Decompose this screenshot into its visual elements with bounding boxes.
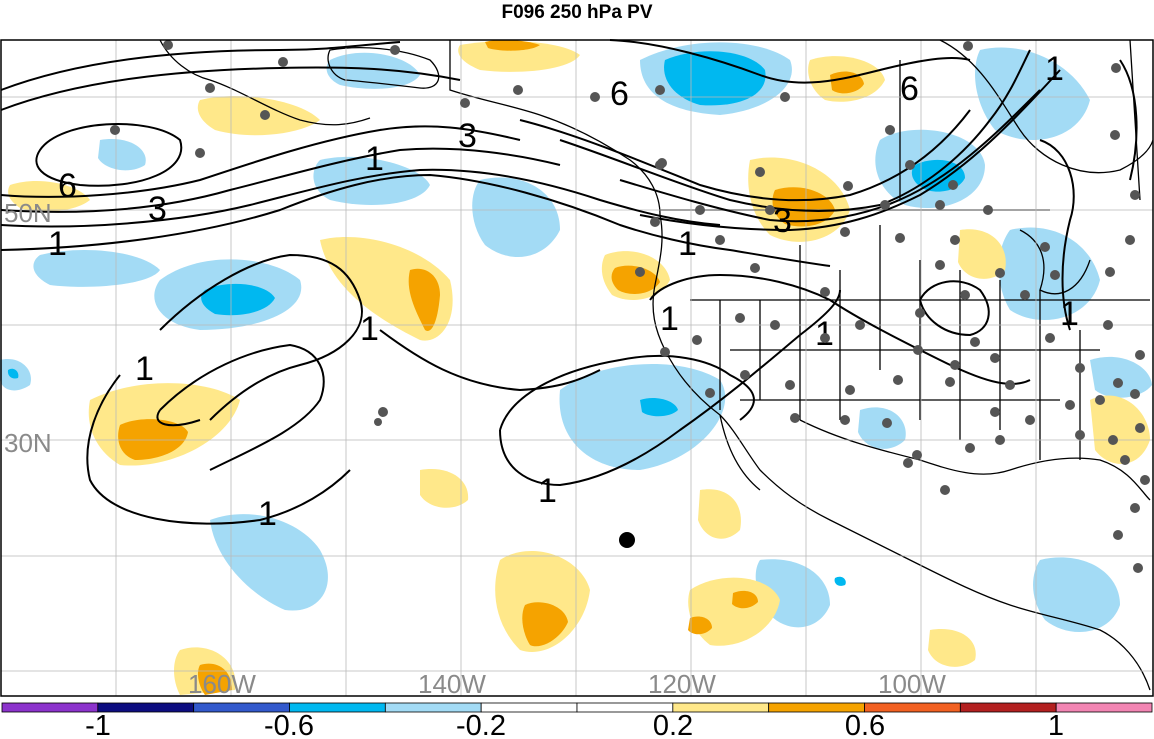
lon-label-160w: 160W xyxy=(188,669,256,699)
contour-label: 1 xyxy=(1045,50,1064,88)
colorbar-segment xyxy=(97,702,195,713)
colorbar-tick-label: 0.2 xyxy=(653,710,693,739)
pv-contours xyxy=(0,39,1138,525)
map-title: F096 250 hPa PV xyxy=(501,2,653,23)
lon-label-120w: 120W xyxy=(648,669,716,699)
contour-label: 1 xyxy=(48,225,67,263)
colorbar-tick-label: -0.6 xyxy=(264,710,314,739)
contour-label: 1 xyxy=(538,472,557,510)
colorbar-segment xyxy=(1055,702,1153,713)
contour-label: 6 xyxy=(58,167,77,205)
lon-label-100w: 100W xyxy=(878,669,946,699)
station-dots xyxy=(110,40,1150,573)
colorbar-segment xyxy=(1,702,99,713)
colorbar-tick-label: 1 xyxy=(1048,710,1064,739)
lon-label-140w: 140W xyxy=(418,669,486,699)
strong-positive-anomaly-shading xyxy=(118,39,864,695)
contour-label: 1 xyxy=(258,495,277,533)
contour-label: 1 xyxy=(365,140,384,178)
colorbar xyxy=(1,702,1153,713)
contour-label-group: 6 3 1 3 6 1 6 3 1 1 1 1 1 1 1 1 1 xyxy=(48,50,1079,533)
contour-label: 1 xyxy=(660,300,679,338)
lat-label-30n: 30N xyxy=(4,428,52,458)
contour-label: 3 xyxy=(148,190,167,228)
contour-label: 1 xyxy=(1060,295,1079,333)
colorbar-labels: -1 -0.6 -0.2 0.2 0.6 1 xyxy=(85,710,1064,739)
station-highlight-dot xyxy=(619,532,635,548)
contour-label: 3 xyxy=(458,117,477,155)
contour-label: 6 xyxy=(610,75,629,113)
strong-negative-anomaly-shading xyxy=(7,51,965,586)
colorbar-tick-label: 0.6 xyxy=(845,710,885,739)
contour-label: 3 xyxy=(773,202,792,240)
map-frame xyxy=(0,39,1154,697)
colorbar-tick-label: -0.2 xyxy=(456,710,506,739)
contour-label: 1 xyxy=(135,350,154,388)
colorbar-segment xyxy=(959,702,1057,713)
colorbar-tick-label: -1 xyxy=(85,710,111,739)
contour-label: 6 xyxy=(900,70,919,108)
lat-label-50n: 50N xyxy=(4,198,52,228)
lat-lon-grid xyxy=(1,40,1153,696)
contour-label: 1 xyxy=(678,225,697,263)
contour-label: 1 xyxy=(360,310,379,348)
